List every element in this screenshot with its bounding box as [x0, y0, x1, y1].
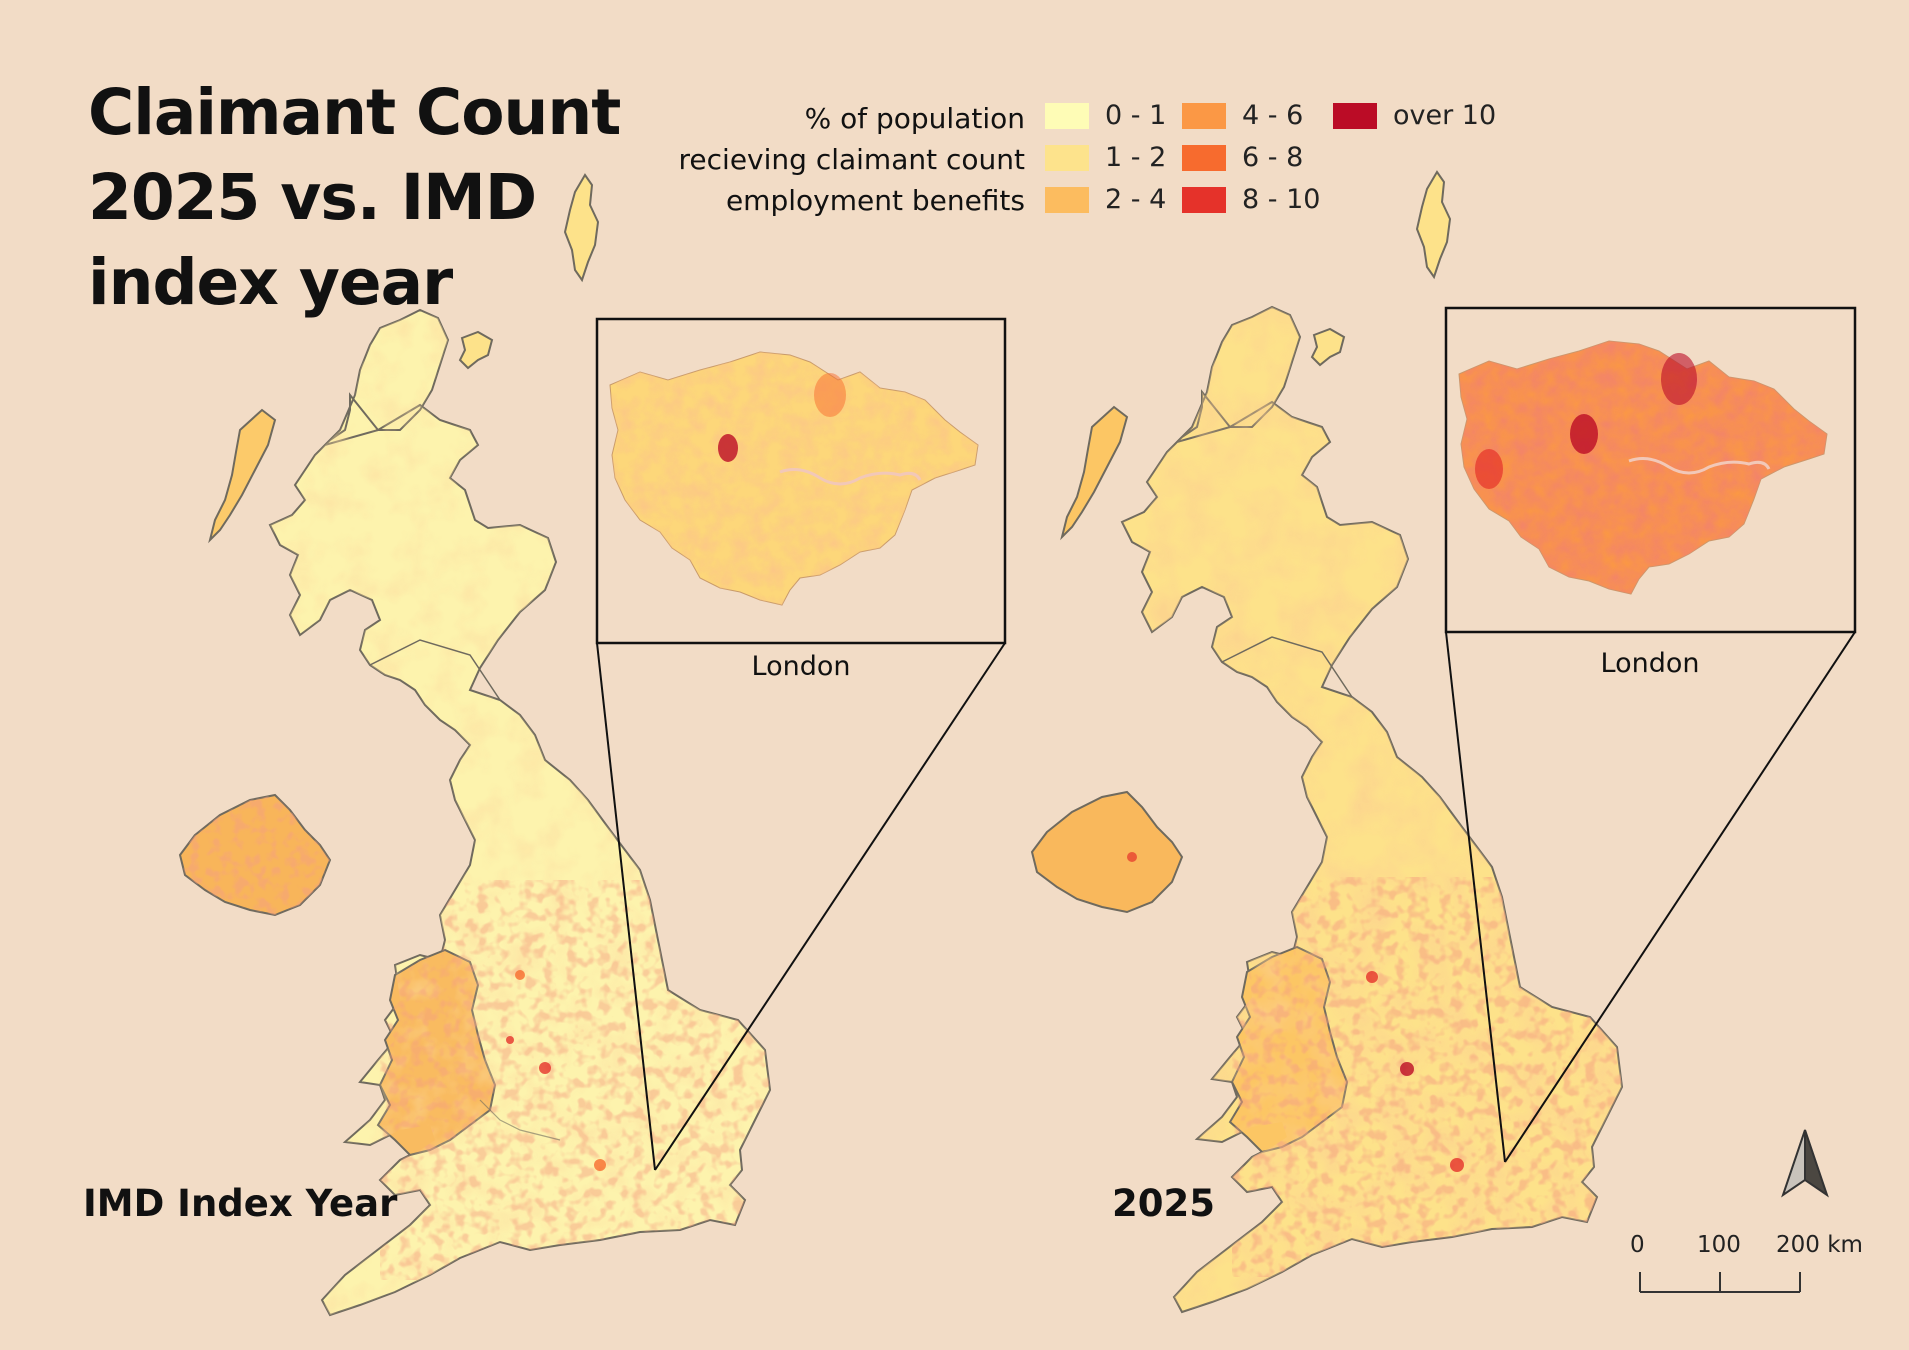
title-line-2: 2025 vs. IMD	[88, 161, 537, 234]
left-london-inset	[595, 317, 1007, 645]
right-map	[1031, 171, 1857, 1313]
map-title: Claimant Count 2025 vs. IMD index year	[88, 70, 621, 325]
legend-swatch	[1045, 186, 1089, 213]
scale-tick-200: 200 km	[1776, 1232, 1863, 1258]
legend-item-6-8: 6 - 8	[1182, 142, 1303, 173]
legend-title-line-3: employment benefits	[725, 184, 1025, 217]
legend-item-4-6: 4 - 6	[1182, 100, 1303, 131]
right-inset-caption: London	[1600, 648, 1700, 679]
left-panel-label: IMD Index Year	[83, 1182, 398, 1225]
scale-tick-0: 0	[1630, 1232, 1645, 1258]
right-inset-connector-left	[1445, 631, 1506, 1163]
legend-swatch	[1045, 102, 1089, 129]
left-inset-caption: London	[751, 651, 851, 682]
legend-swatch	[1182, 144, 1226, 171]
left-inset-connector-right	[654, 642, 1006, 1171]
legend-label: 2 - 4	[1105, 184, 1167, 215]
legend-title-line-1: % of population	[804, 102, 1025, 135]
left-map	[179, 174, 1007, 1316]
right-london-inset	[1444, 306, 1857, 634]
legend-swatch	[1182, 102, 1226, 129]
legend-label: over 10	[1393, 100, 1497, 131]
legend-label: 8 - 10	[1242, 184, 1321, 215]
scale-tick-100: 100	[1697, 1232, 1741, 1258]
legend-item-over-10: over 10	[1333, 100, 1496, 131]
title-line-3: index year	[88, 246, 453, 319]
title-line-1: Claimant Count	[88, 76, 621, 149]
left-inset-connector-left	[596, 642, 656, 1171]
legend-label: 4 - 6	[1242, 100, 1304, 131]
north-arrow-icon	[1781, 1129, 1829, 1198]
legend-label: 1 - 2	[1105, 142, 1167, 173]
scale-bar	[1639, 1272, 1801, 1293]
legend-swatch	[1182, 186, 1226, 213]
legend-swatch	[1333, 102, 1377, 129]
legend-label: 0 - 1	[1105, 100, 1167, 131]
legend-label: 6 - 8	[1242, 142, 1304, 173]
legend-title: % of population recieving claimant count…	[620, 98, 1025, 221]
legend-title-line-2: recieving claimant count	[678, 143, 1025, 176]
legend-swatch	[1045, 144, 1089, 171]
right-inset-connector-right	[1504, 631, 1856, 1163]
legend-item-0-1: 0 - 1	[1045, 100, 1166, 131]
legend-item-1-2: 1 - 2	[1045, 142, 1166, 173]
legend-item-8-10: 8 - 10	[1182, 184, 1320, 215]
legend-item-2-4: 2 - 4	[1045, 184, 1166, 215]
right-panel-label: 2025	[1112, 1182, 1215, 1225]
